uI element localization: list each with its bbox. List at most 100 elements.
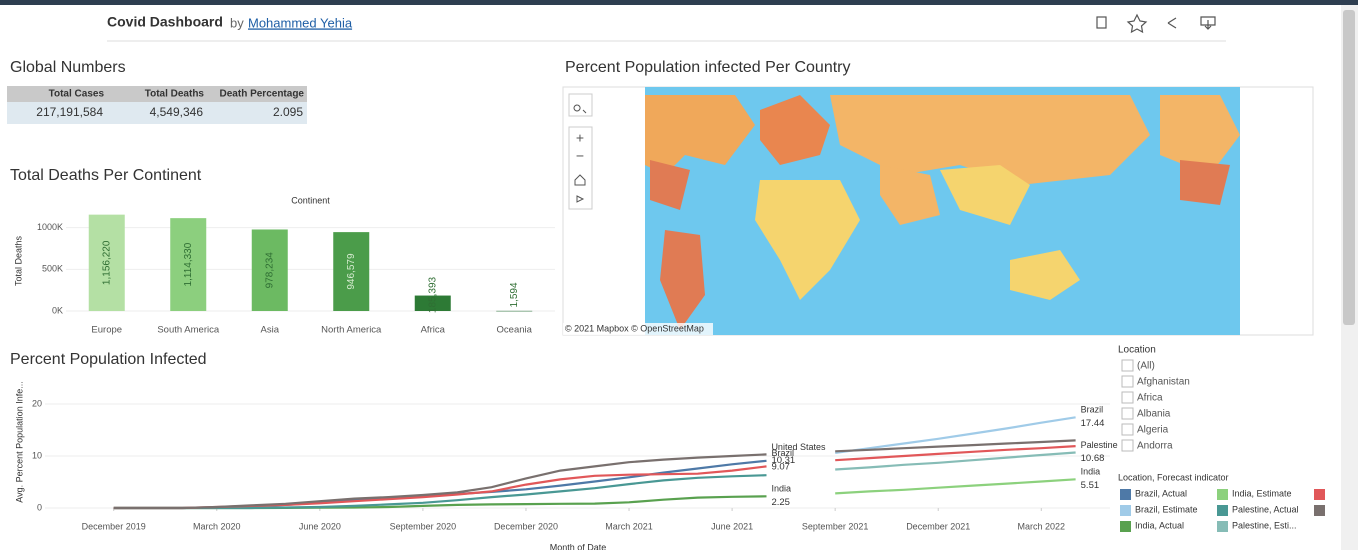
country bbox=[1160, 95, 1240, 175]
series-line bbox=[113, 474, 767, 510]
download-icon[interactable] bbox=[1200, 16, 1216, 30]
legend-swatch[interactable] bbox=[1314, 505, 1325, 516]
point-label: United States bbox=[771, 442, 826, 452]
filter-item[interactable]: Africa bbox=[1137, 393, 1163, 404]
zoom-in[interactable]: + bbox=[576, 130, 584, 146]
legend-swatch[interactable] bbox=[1120, 521, 1131, 532]
scrollbar-thumb[interactable] bbox=[1343, 10, 1355, 325]
x-tick-label: December 2020 bbox=[494, 521, 558, 531]
checkbox[interactable] bbox=[1121, 359, 1134, 372]
legend-label[interactable]: Brazil, Estimate bbox=[1135, 504, 1198, 514]
series-line bbox=[113, 439, 1076, 510]
x-tick-label: Asia bbox=[261, 325, 280, 336]
value-label: 1,156,220 bbox=[101, 240, 112, 285]
bar[interactable] bbox=[88, 214, 125, 311]
bar[interactable] bbox=[170, 218, 207, 311]
value-label: 1,114,330 bbox=[183, 242, 194, 286]
legend-label[interactable]: India, Actual bbox=[1135, 520, 1184, 530]
filter-title: Location bbox=[1118, 345, 1156, 356]
point-value: 17.44 bbox=[1081, 418, 1105, 429]
checkbox[interactable] bbox=[1121, 375, 1134, 388]
y-tick-label: 0 bbox=[37, 502, 42, 512]
point-value: 10.68 bbox=[1081, 453, 1105, 464]
toolbar bbox=[1096, 13, 1216, 34]
checkbox[interactable] bbox=[1121, 439, 1134, 452]
legend-swatch[interactable] bbox=[1120, 489, 1131, 500]
zoom-out[interactable]: − bbox=[576, 148, 584, 164]
legend-swatch[interactable] bbox=[1217, 505, 1228, 516]
legend-label[interactable]: Brazil, Actual bbox=[1135, 488, 1187, 498]
country bbox=[760, 95, 830, 165]
map[interactable] bbox=[645, 87, 1240, 335]
point-value: 9.07 bbox=[771, 461, 790, 472]
filter-item[interactable]: (All) bbox=[1137, 361, 1155, 372]
point-value: 10.31 bbox=[771, 455, 795, 466]
checkbox[interactable] bbox=[1121, 407, 1134, 420]
y-tick-label: 0K bbox=[52, 305, 63, 315]
x-tick-label: Africa bbox=[421, 325, 446, 336]
point-label: India bbox=[771, 484, 791, 494]
section-title: Percent Population infected Per Country bbox=[565, 59, 851, 76]
series-line bbox=[835, 451, 1076, 471]
x-axis-title: Month of Date bbox=[550, 542, 607, 550]
legend-label[interactable]: India, Estimate bbox=[1232, 488, 1292, 498]
filter-item[interactable]: Andorra bbox=[1137, 441, 1173, 452]
value-label: 185,393 bbox=[427, 276, 438, 313]
bar[interactable] bbox=[333, 232, 370, 311]
series-line bbox=[113, 445, 1076, 510]
legend-swatch[interactable] bbox=[1217, 521, 1228, 532]
legend-label[interactable]: Palestine, Actual bbox=[1232, 504, 1299, 514]
country bbox=[1010, 250, 1080, 300]
dashboard-title: Covid Dashboard bbox=[107, 14, 223, 30]
country bbox=[650, 160, 690, 210]
country bbox=[660, 230, 705, 330]
legend-swatch[interactable] bbox=[1120, 505, 1131, 516]
legend-swatch[interactable] bbox=[1217, 489, 1228, 500]
author-link[interactable]: Mohammed Yehia bbox=[248, 15, 353, 30]
numbers-table: Total Cases Total Deaths Death Percentage 2… bbox=[7, 86, 307, 124]
series-line bbox=[835, 478, 1076, 495]
point-label: Brazil bbox=[1081, 405, 1104, 415]
country bbox=[880, 165, 940, 225]
filter-item[interactable]: Afghanistan bbox=[1137, 377, 1190, 388]
value-label: 978,234 bbox=[264, 252, 275, 289]
attribution-bg bbox=[563, 323, 713, 335]
x-tick-label: South America bbox=[157, 325, 219, 336]
point-value: 5.51 bbox=[1081, 480, 1100, 491]
checkbox[interactable] bbox=[1121, 423, 1134, 436]
value-label: 1,594 bbox=[509, 282, 520, 307]
x-tick-label: March 2022 bbox=[1018, 521, 1066, 531]
top-bar bbox=[0, 0, 1358, 5]
bar-chart: Continent Total Deaths 0K 500K 1000K Europe 1,… bbox=[13, 195, 555, 336]
x-tick-label: September 2021 bbox=[802, 521, 869, 531]
legend-swatch[interactable] bbox=[1314, 489, 1325, 500]
bar[interactable] bbox=[251, 229, 288, 311]
zoom-controls[interactable] bbox=[568, 126, 593, 210]
search-button[interactable] bbox=[568, 93, 593, 117]
copy-icon[interactable] bbox=[1096, 16, 1107, 29]
favorite-icon[interactable] bbox=[1126, 13, 1148, 34]
x-tick-label: March 2020 bbox=[193, 521, 241, 531]
x-tick-label: Europe bbox=[91, 325, 122, 336]
section-title: Global Numbers bbox=[10, 59, 126, 76]
map-attribution: © 2021 Mapbox © OpenStreetMap bbox=[565, 323, 704, 333]
x-tick-label: Oceania bbox=[497, 325, 533, 336]
line-chart: Avg. Percent Population Infe... Month of … bbox=[14, 381, 1325, 552]
map-controls: + − bbox=[568, 93, 593, 210]
bar[interactable] bbox=[496, 310, 533, 312]
country bbox=[755, 180, 860, 300]
header-cell bbox=[207, 86, 307, 102]
filter-item[interactable]: Albania bbox=[1137, 409, 1171, 420]
bar[interactable] bbox=[414, 295, 451, 311]
point-label: Palestine bbox=[1081, 440, 1118, 450]
checkbox[interactable] bbox=[1121, 391, 1134, 404]
share-icon[interactable] bbox=[1167, 17, 1177, 29]
legend-label[interactable]: Palestine, Esti... bbox=[1232, 520, 1297, 530]
cell bbox=[7, 102, 107, 124]
y-tick-label: 20 bbox=[32, 398, 42, 408]
x-tick-label: North America bbox=[321, 325, 382, 336]
control-icons bbox=[573, 104, 587, 203]
filter-item[interactable]: Algeria bbox=[1137, 425, 1169, 436]
x-tick-label: June 2020 bbox=[299, 521, 341, 531]
